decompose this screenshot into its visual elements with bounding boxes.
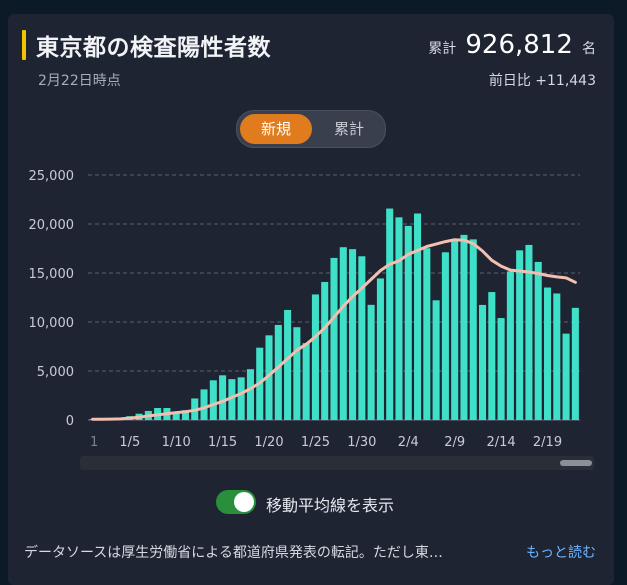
bar — [246, 369, 254, 420]
bar — [395, 217, 403, 420]
x-tick-label: 2/14 — [486, 435, 515, 450]
bar — [525, 244, 533, 420]
bar — [237, 377, 245, 420]
day-over-day-diff: 前日比 +11,443 — [488, 73, 596, 89]
x-tick-label: 1 — [90, 435, 98, 450]
bar — [543, 287, 552, 420]
bar — [423, 248, 431, 420]
chart-card: 東京都の検査陽性者数 2月22日時点 累計 926,812 名 前日比 +11,… — [8, 14, 614, 585]
bar — [293, 327, 301, 420]
bar — [479, 304, 487, 420]
toggle-knob — [234, 492, 254, 512]
bar — [228, 379, 236, 420]
y-tick-label: 10,000 — [29, 316, 75, 331]
as-of-date: 2月22日時点 — [38, 73, 121, 89]
bar — [534, 261, 542, 420]
bar — [441, 252, 449, 420]
x-tick-label: 1/15 — [208, 435, 237, 450]
bar — [497, 318, 505, 420]
bar — [404, 225, 412, 420]
bar — [274, 324, 282, 420]
title-accent-bar — [22, 30, 26, 60]
y-tick-label: 0 — [66, 414, 74, 429]
bar — [451, 240, 459, 420]
bar — [432, 300, 440, 420]
bar — [181, 410, 189, 420]
bar — [571, 307, 579, 420]
view-toggle: 新規 累計 — [236, 110, 386, 148]
x-tick-label: 1/30 — [347, 435, 376, 450]
moving-average-toggle[interactable] — [216, 490, 256, 514]
bar — [284, 309, 292, 420]
total-unit: 名 — [582, 41, 596, 57]
bar — [265, 335, 273, 420]
x-tick-label: 2/19 — [533, 435, 562, 450]
x-tick-label: 1/10 — [162, 435, 191, 450]
moving-average-label: 移動平均線を表示 — [266, 496, 395, 515]
x-tick-label: 2/9 — [444, 435, 465, 450]
total-value: 926,812 — [465, 30, 573, 60]
tab-new[interactable]: 新規 — [240, 114, 312, 144]
bar — [386, 208, 394, 420]
total-summary: 累計 926,812 名 — [428, 30, 596, 60]
page-title: 東京都の検査陽性者数 — [36, 35, 271, 61]
bar — [553, 293, 561, 420]
x-tick-label: 1/5 — [119, 435, 140, 450]
bar — [339, 247, 347, 420]
bar — [311, 294, 319, 420]
scrollbar-thumb[interactable] — [560, 460, 592, 466]
tab-cumulative[interactable]: 累計 — [333, 120, 364, 138]
bar — [330, 257, 338, 420]
bar — [219, 375, 227, 420]
bar — [488, 292, 496, 420]
chart-horizontal-scrollbar[interactable] — [80, 456, 594, 470]
moving-average-line — [91, 238, 577, 421]
y-tick-label: 25,000 — [29, 169, 75, 184]
bar — [376, 278, 384, 420]
bar — [506, 271, 514, 420]
y-tick-label: 15,000 — [29, 267, 75, 282]
read-more-link[interactable]: もっと読む — [526, 545, 596, 561]
bar — [469, 239, 477, 420]
total-label: 累計 — [428, 41, 457, 57]
bar — [358, 256, 366, 420]
bar — [367, 304, 375, 420]
x-tick-label: 1/20 — [254, 435, 283, 450]
x-tick-label: 1/25 — [301, 435, 330, 450]
y-tick-label: 5,000 — [37, 365, 74, 380]
cases-bar-chart: 0 5,000 10,000 15,000 20,000 25,000 1 1/5 1/10 1/… — [29, 169, 580, 450]
bar — [200, 389, 208, 420]
bar — [209, 380, 217, 420]
bar — [460, 234, 468, 420]
bar — [172, 411, 180, 420]
bar — [516, 250, 524, 420]
bar — [562, 333, 570, 420]
bar — [302, 343, 310, 420]
bar — [349, 249, 357, 420]
bar — [414, 213, 422, 420]
y-tick-label: 20,000 — [29, 218, 75, 233]
data-source-note: データソースは厚生労働省による都道府県発表の転記。ただし東… — [24, 545, 443, 561]
x-tick-label: 2/4 — [398, 435, 419, 450]
bar — [321, 281, 329, 420]
